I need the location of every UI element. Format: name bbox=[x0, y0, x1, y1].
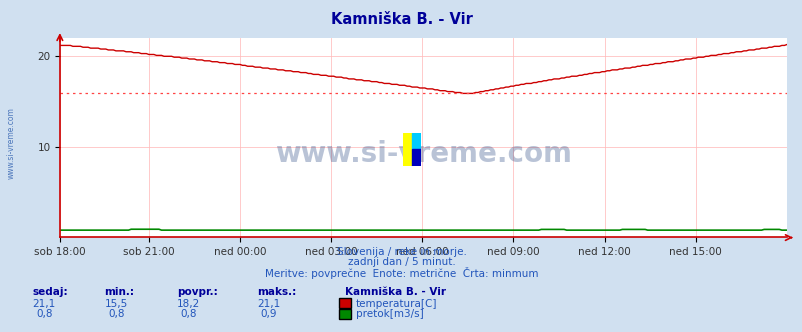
Text: Kamniška B. - Vir: Kamniška B. - Vir bbox=[345, 287, 446, 297]
Text: temperatura[C]: temperatura[C] bbox=[355, 299, 436, 309]
Text: Meritve: povprečne  Enote: metrične  Črta: minmum: Meritve: povprečne Enote: metrične Črta:… bbox=[265, 267, 537, 279]
Text: www.si-vreme.com: www.si-vreme.com bbox=[6, 107, 15, 179]
Text: 21,1: 21,1 bbox=[257, 299, 280, 309]
Bar bbox=[403, 133, 411, 166]
Text: www.si-vreme.com: www.si-vreme.com bbox=[275, 140, 571, 168]
Text: zadnji dan / 5 minut.: zadnji dan / 5 minut. bbox=[347, 257, 455, 267]
Bar bbox=[411, 133, 420, 149]
Text: 18,2: 18,2 bbox=[177, 299, 200, 309]
Text: 15,5: 15,5 bbox=[105, 299, 128, 309]
Text: 0,8: 0,8 bbox=[180, 309, 196, 319]
Text: sedaj:: sedaj: bbox=[32, 287, 67, 297]
Text: Kamniška B. - Vir: Kamniška B. - Vir bbox=[330, 12, 472, 27]
Text: 21,1: 21,1 bbox=[33, 299, 55, 309]
Text: min.:: min.: bbox=[104, 287, 134, 297]
Text: Slovenija / reke in morje.: Slovenija / reke in morje. bbox=[336, 247, 466, 257]
Bar bbox=[411, 149, 420, 166]
Text: povpr.:: povpr.: bbox=[176, 287, 217, 297]
Text: pretok[m3/s]: pretok[m3/s] bbox=[355, 309, 423, 319]
Text: 0,8: 0,8 bbox=[108, 309, 124, 319]
Text: 0,8: 0,8 bbox=[36, 309, 52, 319]
Text: 0,9: 0,9 bbox=[261, 309, 277, 319]
Text: maks.:: maks.: bbox=[257, 287, 296, 297]
